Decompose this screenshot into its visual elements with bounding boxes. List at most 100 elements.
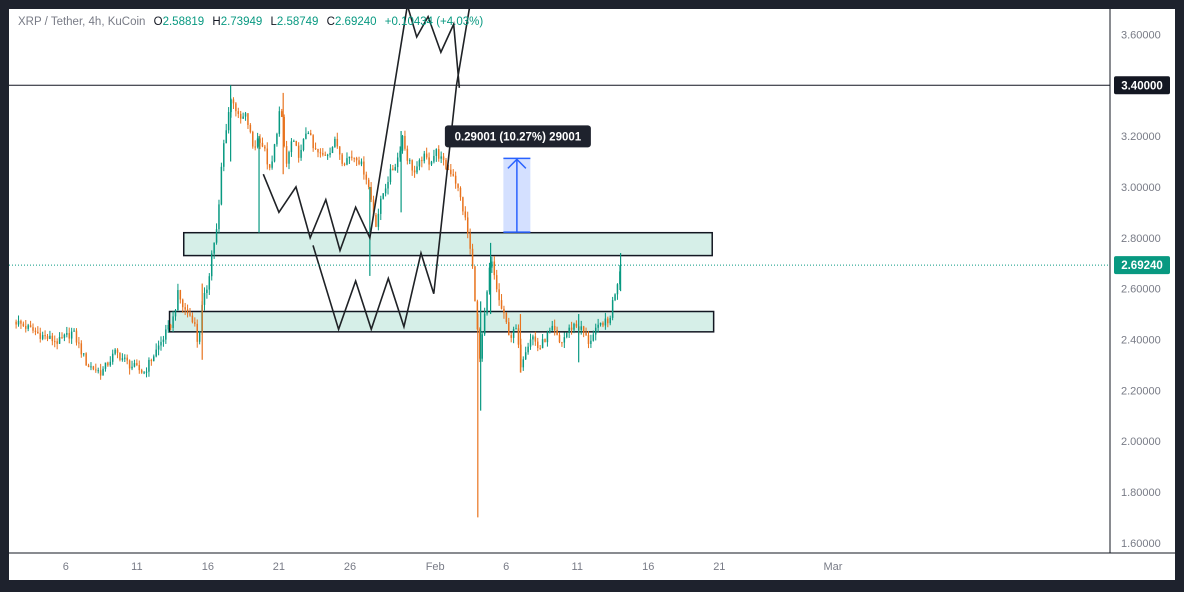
candle-body — [380, 198, 382, 214]
measure-tooltip-text: 0.29001 (10.27%) 29001 — [455, 131, 582, 143]
candle-body — [82, 353, 85, 355]
candle-body — [409, 160, 411, 162]
candle-body — [445, 159, 447, 169]
candle-body — [551, 325, 554, 331]
candle-body — [305, 133, 307, 139]
candle-body — [235, 103, 237, 112]
candle-body — [283, 116, 285, 147]
candle-body — [343, 163, 346, 165]
candle-body — [124, 357, 126, 359]
candle-body — [73, 330, 75, 332]
candle-body — [150, 359, 153, 362]
legend-open-label: O — [153, 16, 163, 28]
candle-body — [140, 370, 143, 373]
candle-body — [131, 366, 133, 369]
y-tick-label: 1.60000 — [1121, 538, 1161, 550]
candle-body — [293, 140, 295, 142]
candle-body — [46, 336, 49, 339]
candle-body — [437, 149, 440, 159]
price-label-text: 3.40000 — [1121, 80, 1163, 92]
y-tick-label: 2.80000 — [1121, 233, 1161, 245]
legend-high-value: 2.73949 — [220, 16, 263, 28]
candle-body — [179, 290, 182, 300]
candle-body — [317, 149, 319, 153]
candle-body — [594, 327, 597, 335]
candle-body — [264, 146, 266, 149]
candle-body — [322, 153, 324, 155]
candle-body — [416, 166, 418, 173]
chart-container[interactable]: 0.29001 (10.27%) 29001 3.60000 3.40000 3.20… — [9, 9, 1175, 580]
candle-body — [290, 141, 293, 153]
x-tick-label: 21 — [273, 561, 285, 573]
candle-body — [232, 99, 235, 104]
candle-body — [37, 331, 39, 334]
candle-body — [597, 324, 599, 328]
candle-body — [590, 340, 592, 344]
price-chart[interactable]: 0.29001 (10.27%) 29001 3.60000 3.40000 3.20… — [9, 9, 1175, 580]
candle-body — [281, 111, 283, 117]
y-tick-label: 1.80000 — [1121, 487, 1161, 499]
candle-body — [529, 339, 532, 347]
candle-body — [268, 164, 271, 168]
measure-tooltip-bg — [444, 125, 591, 148]
candle-body — [433, 155, 435, 162]
x-tick-label: 26 — [344, 561, 356, 573]
legend-low-value: 2.58749 — [276, 16, 319, 28]
candle-body — [413, 170, 416, 173]
candle-body — [208, 276, 211, 290]
candle-body — [288, 152, 290, 164]
candle-body — [505, 312, 508, 323]
candle-body — [184, 307, 186, 310]
candle-body — [80, 343, 83, 355]
zone-rect-0 — [182, 231, 713, 257]
candle-body — [107, 362, 109, 366]
candle-body — [51, 335, 54, 342]
candle-body — [223, 143, 225, 167]
candle-body — [425, 153, 428, 158]
y-tick-label: 3.00000 — [1121, 182, 1161, 194]
legend-close-label: C — [326, 16, 335, 28]
candle-body — [338, 146, 341, 155]
candle-body — [44, 335, 46, 337]
candle-body — [15, 321, 17, 325]
candle-body — [254, 146, 256, 148]
candle-body — [239, 113, 242, 119]
candle-body — [435, 149, 438, 156]
candle-body — [133, 363, 136, 367]
y-tick-label: 2.60000 — [1121, 284, 1161, 296]
legend-open-value: 2.58819 — [162, 16, 205, 28]
candle-body — [367, 179, 370, 188]
candle-body — [611, 300, 614, 318]
candle-body — [539, 347, 541, 349]
candle-body — [203, 292, 206, 305]
candle-body — [128, 360, 131, 369]
legend-symbol: XRP / Tether, 4h, KuCoin — [18, 16, 146, 28]
candle-body — [556, 330, 558, 335]
candle-body — [191, 315, 194, 323]
candle-body — [587, 335, 590, 344]
candle-body — [206, 289, 208, 293]
drawn-path-1 — [312, 9, 471, 332]
candle-body — [510, 335, 512, 338]
candle-body — [329, 152, 331, 155]
candle-body — [389, 168, 392, 182]
candle-body — [524, 352, 527, 360]
candle-body — [17, 320, 20, 325]
candle-body — [351, 156, 353, 158]
candle-body — [114, 349, 116, 354]
chart-legend: XRP / Tether, 4h, KuCoin O2.58819 H2.739… — [18, 16, 483, 28]
candle-body — [121, 358, 124, 360]
x-tick-label: 16 — [202, 561, 214, 573]
candle-body — [544, 339, 546, 343]
x-tick-label: 6 — [503, 561, 509, 573]
candle-body — [450, 169, 452, 175]
candle-body — [27, 325, 29, 329]
candle-body — [324, 154, 326, 156]
candle-body — [537, 341, 539, 348]
candle-body — [592, 334, 595, 341]
candle-body — [549, 330, 551, 333]
candle-body — [302, 138, 305, 150]
candle-body — [39, 333, 42, 339]
legend-high-label: H — [212, 16, 221, 28]
candle-body — [172, 316, 174, 328]
